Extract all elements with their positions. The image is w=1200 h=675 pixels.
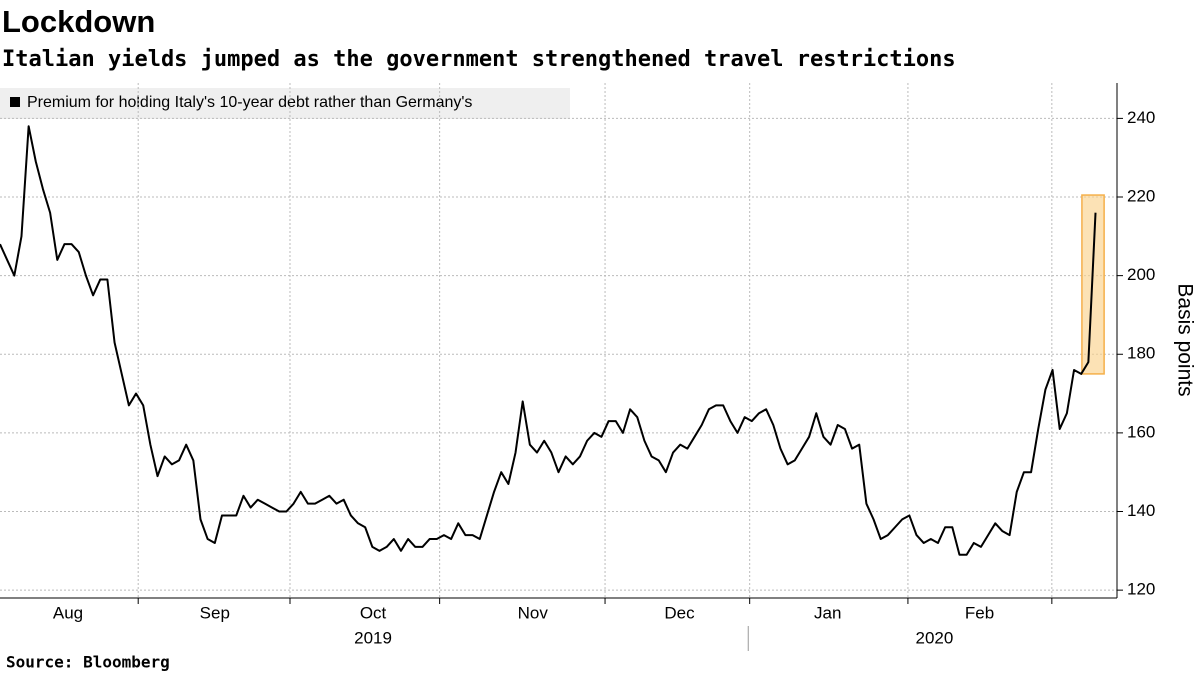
x-tick-label: Feb (965, 603, 994, 622)
year-label: 2020 (915, 628, 953, 647)
x-tick-label: Sep (200, 603, 230, 622)
series-line (0, 125, 1097, 556)
y-tick-label: 160 (1127, 422, 1155, 441)
x-tick-label: Aug (53, 603, 83, 622)
legend-swatch (10, 97, 20, 107)
x-tick-label: Oct (360, 603, 387, 622)
chart-title: Lockdown (2, 4, 155, 39)
legend-background (0, 88, 570, 119)
chart-subtitle: Italian yields jumped as the government … (2, 47, 956, 72)
y-tick-label: 240 (1127, 108, 1155, 127)
source: Source: Bloomberg (6, 653, 170, 672)
legend-label: Premium for holding Italy's 10-year debt… (27, 94, 472, 111)
x-tick-label: Nov (518, 603, 549, 622)
y-tick-label: 120 (1127, 580, 1155, 599)
x-tick-label: Dec (664, 603, 695, 622)
x-tick-label: Jan (814, 603, 841, 622)
y-tick-label: 140 (1127, 501, 1155, 520)
y-axis-label: Basis points (1173, 283, 1196, 396)
y-tick-label: 200 (1127, 265, 1155, 284)
year-label: 2019 (354, 628, 392, 647)
y-tick-label: 180 (1127, 344, 1155, 363)
y-tick-label: 220 (1127, 186, 1155, 205)
